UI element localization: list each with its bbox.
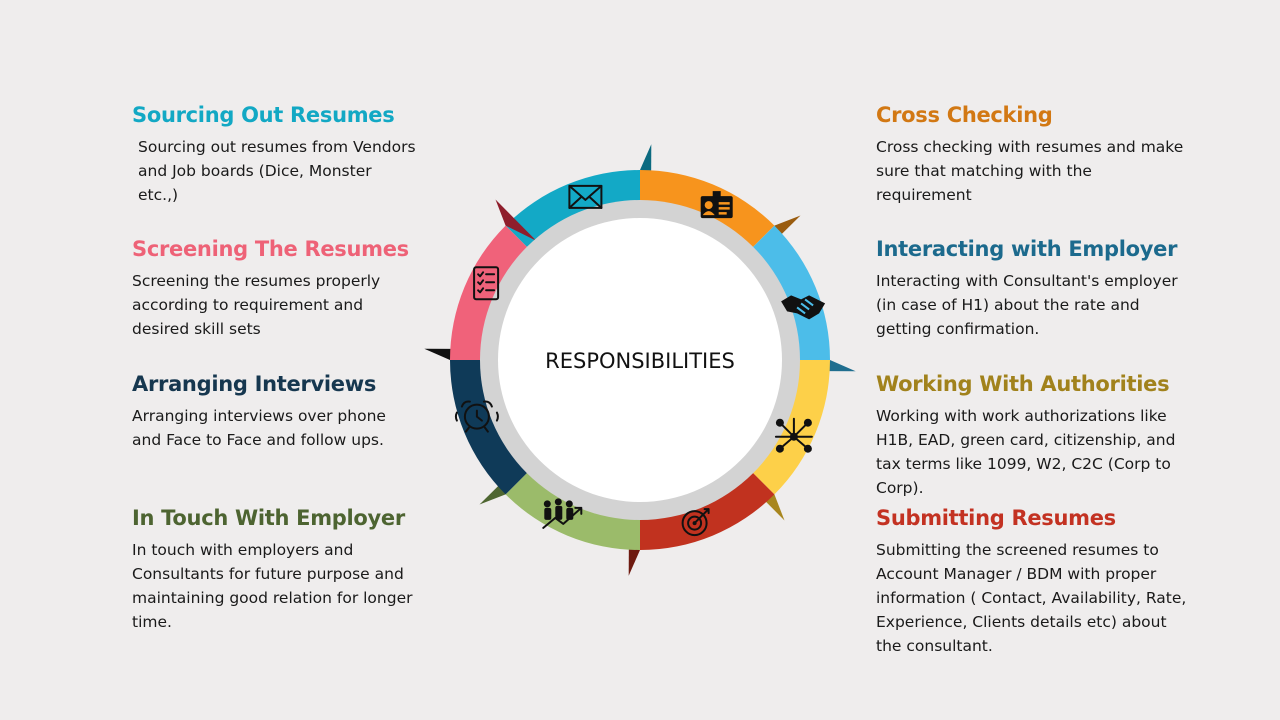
desc-line: desired skill sets xyxy=(132,320,261,338)
item-description: Interacting with Consultant's employer (… xyxy=(876,269,1216,341)
item-title: Sourcing Out Resumes xyxy=(132,103,395,127)
item-description: Working with work authorizations like H1… xyxy=(876,404,1216,500)
desc-line: Working with work authorizations like xyxy=(876,407,1167,425)
desc-line: etc.,) xyxy=(138,186,179,204)
item-description: Submitting the screened resumes to Accou… xyxy=(876,538,1216,658)
center-disc xyxy=(498,218,782,502)
left-item-screening: Screening The Resumes Screening the resu… xyxy=(132,237,422,341)
envelope-icon xyxy=(568,184,603,209)
item-description: Arranging interviews over phone and Face… xyxy=(132,404,422,452)
desc-line: Consultants for future purpose and xyxy=(132,565,404,583)
right-item-interacting: Interacting with Employer Interacting wi… xyxy=(876,237,1216,341)
item-title: Screening The Resumes xyxy=(132,237,409,261)
left-item-arranging: Arranging Interviews Arranging interview… xyxy=(132,372,422,452)
left-item-sourcing: Sourcing Out Resumes Sourcing out resume… xyxy=(132,103,422,207)
item-description: Sourcing out resumes from Vendors and Jo… xyxy=(132,135,422,207)
desc-line: Submitting the screened resumes to xyxy=(876,541,1159,559)
handshake-icon xyxy=(781,295,826,320)
target-icon xyxy=(681,508,710,537)
item-title: Interacting with Employer xyxy=(876,237,1178,261)
team-growth-icon xyxy=(542,498,583,529)
desc-line: Experience, Clients details etc) about xyxy=(876,613,1167,631)
desc-line: and Face to Face and follow ups. xyxy=(132,431,384,449)
desc-line: In touch with employers and xyxy=(132,541,354,559)
desc-line: sure that matching with the xyxy=(876,162,1092,180)
wheel-icons xyxy=(454,184,826,537)
item-title: Submitting Resumes xyxy=(876,506,1116,530)
network-hands-icon xyxy=(774,417,813,453)
desc-line: tax terms like 1099, W2, C2C (Corp to xyxy=(876,455,1171,473)
desc-line: Corp). xyxy=(876,479,924,497)
desc-line: H1B, EAD, green card, citizenship, and xyxy=(876,431,1176,449)
item-description: Cross checking with resumes and make sur… xyxy=(876,135,1216,207)
left-item-in-touch: In Touch With Employer In touch with emp… xyxy=(132,506,422,634)
responsibilities-wheel: RESPONSIBILITIES xyxy=(424,144,856,576)
desc-line: information ( Contact, Availability, Rat… xyxy=(876,589,1187,607)
desc-line: Cross checking with resumes and make xyxy=(876,138,1184,156)
desc-line: maintaining good relation for longer xyxy=(132,589,413,607)
right-item-cross-checking: Cross Checking Cross checking with resum… xyxy=(876,103,1216,207)
item-title: Working With Authorities xyxy=(876,372,1170,396)
checklist-icon xyxy=(473,266,500,301)
item-description: Screening the resumes properly according… xyxy=(132,269,422,341)
desc-line: the consultant. xyxy=(876,637,993,655)
desc-line: according to requirement and xyxy=(132,296,364,314)
item-title: In Touch With Employer xyxy=(132,506,405,530)
desc-line: getting confirmation. xyxy=(876,320,1040,338)
desc-line: time. xyxy=(132,613,172,631)
desc-line: requirement xyxy=(876,186,972,204)
item-title: Cross Checking xyxy=(876,103,1053,127)
center-label: RESPONSIBILITIES xyxy=(545,349,735,373)
desc-line: (in case of H1) about the rate and xyxy=(876,296,1140,314)
alarm-clock-icon xyxy=(454,400,499,433)
desc-line: Arranging interviews over phone xyxy=(132,407,386,425)
desc-line: Account Manager / BDM with proper xyxy=(876,565,1157,583)
desc-line: Screening the resumes properly xyxy=(132,272,381,290)
id-card-icon xyxy=(700,191,733,219)
right-item-submitting: Submitting Resumes Submitting the screen… xyxy=(876,506,1216,658)
desc-line: Sourcing out resumes from Vendors xyxy=(138,138,416,156)
desc-line: Interacting with Consultant's employer xyxy=(876,272,1178,290)
item-description: In touch with employers and Consultants … xyxy=(132,538,422,634)
right-item-authorities: Working With Authorities Working with wo… xyxy=(876,372,1216,500)
item-title: Arranging Interviews xyxy=(132,372,377,396)
desc-line: and Job boards (Dice, Monster xyxy=(138,162,372,180)
